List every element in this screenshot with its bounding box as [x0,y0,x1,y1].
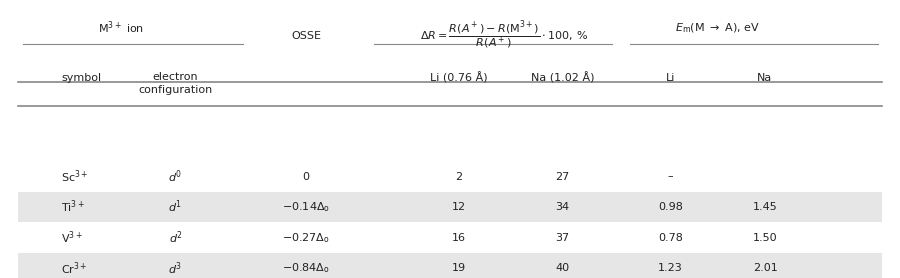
Text: $-$0.27Δ$_\mathrm{o}$: $-$0.27Δ$_\mathrm{o}$ [283,231,329,245]
Text: 37: 37 [555,233,570,243]
Text: Na: Na [758,73,772,83]
Text: 2: 2 [455,172,463,182]
Text: 2.01: 2.01 [752,263,778,273]
Text: Li (0.76 Å): Li (0.76 Å) [430,72,488,84]
Text: M$^{3+}$ ion: M$^{3+}$ ion [98,19,145,36]
Text: 0.98: 0.98 [658,202,683,212]
Text: 19: 19 [452,263,466,273]
Text: Cr$^{3+}$: Cr$^{3+}$ [61,260,87,277]
Text: $d^{3}$: $d^{3}$ [168,260,183,277]
Text: Li: Li [666,73,675,83]
Text: symbol: symbol [61,73,102,83]
Bar [18,222,882,253]
Text: 1.50: 1.50 [752,233,778,243]
Text: $d^{0}$: $d^{0}$ [168,168,183,185]
Text: $-$0.14Δ$_\mathrm{o}$: $-$0.14Δ$_\mathrm{o}$ [282,200,330,214]
Text: 1.23: 1.23 [658,263,683,273]
Text: 0: 0 [302,172,310,182]
Text: $E_\mathrm{m}$(M $\rightarrow$ A), eV: $E_\mathrm{m}$(M $\rightarrow$ A), eV [675,21,760,34]
Text: Na (1.02 Å): Na (1.02 Å) [531,72,594,84]
Text: $\Delta R = \dfrac{R(A^+)-R(\mathrm{M}^{3+})}{R(A^+)}\cdot 100,\,\%$: $\Delta R = \dfrac{R(A^+)-R(\mathrm{M}^{… [420,20,588,52]
Text: 40: 40 [555,263,570,273]
Text: V$^{3+}$: V$^{3+}$ [61,229,83,246]
Bar [18,253,882,278]
Text: $d^{1}$: $d^{1}$ [168,199,183,215]
Bar [18,192,882,222]
Text: 12: 12 [452,202,466,212]
Text: 34: 34 [555,202,570,212]
Text: Ti$^{3+}$: Ti$^{3+}$ [61,199,86,215]
Text: 1.45: 1.45 [752,202,778,212]
Text: 16: 16 [452,233,466,243]
Text: OSSE: OSSE [291,31,321,41]
Text: electron
configuration: electron configuration [139,72,212,95]
Text: $-$0.84Δ$_\mathrm{o}$: $-$0.84Δ$_\mathrm{o}$ [282,261,330,275]
Text: 0.78: 0.78 [658,233,683,243]
Text: $d^{2}$: $d^{2}$ [168,229,183,246]
Text: 27: 27 [555,172,570,182]
Text: –: – [668,172,673,182]
Bar [18,161,882,192]
Text: Sc$^{3+}$: Sc$^{3+}$ [61,168,88,185]
